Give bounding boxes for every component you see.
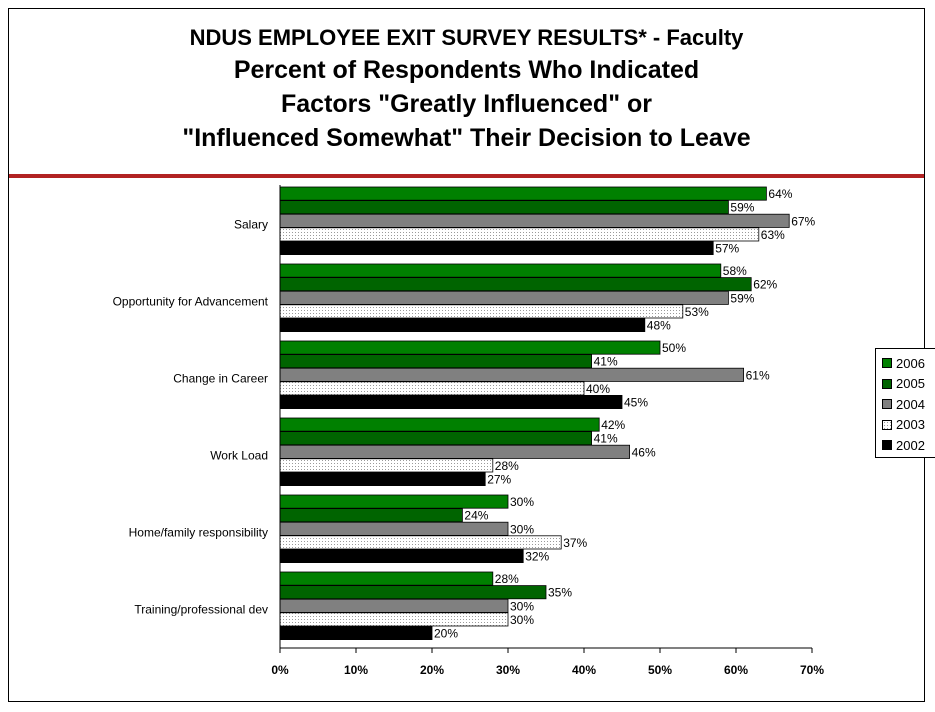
x-tick-label-50: 50%: [648, 663, 672, 677]
x-tick-label-30: 30%: [496, 663, 520, 677]
data-label-opportunity-for-advancement-2005: 62%: [753, 278, 777, 292]
legend-label-2005: 2005: [896, 376, 925, 392]
x-tick-label-0: 0%: [271, 663, 289, 677]
bar-training-professional-dev-2006: [279, 571, 494, 586]
bar-home-family-responsibility-2003: [279, 535, 562, 550]
category-label-salary: Salary: [234, 218, 268, 232]
legend-label-2003: 2003: [896, 417, 925, 433]
bar-salary-2006: [279, 186, 767, 201]
data-label-change-in-career-2005: 41%: [594, 355, 618, 369]
data-label-change-in-career-2002: 45%: [624, 396, 648, 410]
title-line-4: "Influenced Somewhat" Their Decision to …: [182, 124, 751, 152]
bar-change-in-career-2002: [279, 394, 623, 409]
legend-swatch-2006: [882, 358, 892, 369]
legend-item-2004: 2004: [882, 394, 935, 415]
bar-home-family-responsibility-2006: [279, 494, 509, 509]
data-label-opportunity-for-advancement-2003: 53%: [685, 305, 709, 319]
bar-work-load-2003: [279, 458, 494, 473]
category-label-training-professional-dev: Training/professional dev: [134, 603, 268, 617]
bar-opportunity-for-advancement-2006: [279, 263, 722, 278]
data-label-change-in-career-2006: 50%: [662, 341, 686, 355]
bar-salary-2004: [279, 213, 790, 228]
bar-salary-2005: [279, 200, 729, 215]
x-tick-label-20: 20%: [420, 663, 444, 677]
data-label-salary-2006: 64%: [768, 187, 792, 201]
legend-swatch-2002: [882, 440, 892, 451]
legend-item-2005: 2005: [882, 374, 935, 395]
data-label-salary-2004: 67%: [791, 214, 815, 228]
data-label-home-family-responsibility-2004: 30%: [510, 522, 534, 536]
legend-label-2006: 2006: [896, 355, 925, 371]
data-label-salary-2005: 59%: [730, 201, 754, 215]
data-label-training-professional-dev-2002: 20%: [434, 627, 458, 641]
bar-change-in-career-2003: [279, 381, 585, 396]
bar-opportunity-for-advancement-2002: [279, 317, 646, 332]
category-label-work-load: Work Load: [210, 449, 268, 463]
data-label-opportunity-for-advancement-2006: 58%: [723, 264, 747, 278]
x-tick-label-40: 40%: [572, 663, 596, 677]
data-label-work-load-2002: 27%: [487, 473, 511, 487]
data-label-home-family-responsibility-2002: 32%: [525, 550, 549, 564]
x-tick-label-10: 10%: [344, 663, 368, 677]
legend-item-2002: 2002: [882, 435, 935, 456]
data-label-home-family-responsibility-2005: 24%: [464, 509, 488, 523]
legend-swatch-2005: [882, 378, 892, 389]
bar-change-in-career-2005: [279, 354, 593, 369]
x-tick-label-70: 70%: [800, 663, 824, 677]
bar-opportunity-for-advancement-2003: [279, 304, 684, 319]
bars-layer: 64%59%67%63%57%58%62%59%53%48%50%41%61%4…: [279, 186, 816, 641]
data-label-training-professional-dev-2003: 30%: [510, 613, 534, 627]
axes-layer: Salary Opportunity for Advancement Change …: [113, 185, 824, 677]
bar-salary-2002: [279, 240, 714, 255]
data-label-home-family-responsibility-2003: 37%: [563, 536, 587, 550]
bar-opportunity-for-advancement-2004: [279, 290, 729, 305]
chart-title: NDUS EMPLOYEE EXIT SURVEY RESULTS* - Fac…: [9, 23, 924, 155]
bar-training-professional-dev-2003: [279, 612, 509, 627]
bar-work-load-2004: [279, 444, 631, 459]
legend-item-2003: 2003: [882, 415, 935, 436]
bar-salary-2003: [279, 227, 760, 242]
bar-work-load-2002: [279, 471, 486, 486]
bar-change-in-career-2006: [279, 340, 661, 355]
data-label-work-load-2004: 46%: [632, 445, 656, 459]
category-label-opportunity-for-advancement: Opportunity for Advancement: [113, 295, 269, 309]
data-label-home-family-responsibility-2006: 30%: [510, 495, 534, 509]
data-label-training-professional-dev-2004: 30%: [510, 599, 534, 613]
category-label-change-in-career: Change in Career: [173, 372, 268, 386]
data-label-work-load-2005: 41%: [594, 432, 618, 446]
title-line-2: Percent of Respondents Who Indicated: [233, 56, 700, 84]
legend-label-2002: 2002: [896, 437, 925, 453]
bar-home-family-responsibility-2004: [279, 521, 509, 536]
category-label-home-family-responsibility: Home/family responsibility: [129, 526, 268, 540]
bar-training-professional-dev-2002: [279, 626, 433, 641]
data-label-work-load-2003: 28%: [495, 459, 519, 473]
data-label-change-in-career-2003: 40%: [586, 382, 610, 396]
bar-home-family-responsibility-2005: [279, 508, 463, 523]
bar-opportunity-for-advancement-2005: [279, 277, 752, 292]
x-tick-label-60: 60%: [724, 663, 748, 677]
bar-change-in-career-2004: [279, 367, 745, 382]
chart-legend: 2006 2005 2004 2003 2002: [875, 348, 935, 458]
data-label-salary-2002: 57%: [715, 242, 739, 256]
bar-training-professional-dev-2004: [279, 598, 509, 613]
bar-home-family-responsibility-2002: [279, 549, 524, 564]
data-label-training-professional-dev-2005: 35%: [548, 586, 572, 600]
title-line-3: Factors "Greatly Influenced" or: [280, 90, 653, 118]
legend-label-2004: 2004: [896, 396, 925, 412]
data-label-training-professional-dev-2006: 28%: [495, 572, 519, 586]
data-label-salary-2003: 63%: [761, 228, 785, 242]
title-line-1: NDUS EMPLOYEE EXIT SURVEY RESULTS* - Fac…: [189, 25, 744, 50]
data-label-change-in-career-2004: 61%: [746, 368, 770, 382]
bar-work-load-2006: [279, 417, 600, 432]
bar-training-professional-dev-2005: [279, 585, 547, 600]
data-label-opportunity-for-advancement-2004: 59%: [730, 291, 754, 305]
legend-item-2006: 2006: [882, 353, 935, 374]
data-label-work-load-2006: 42%: [601, 418, 625, 432]
data-label-opportunity-for-advancement-2002: 48%: [647, 319, 671, 333]
title-divider: [9, 174, 924, 178]
legend-swatch-2004: [882, 399, 892, 410]
bar-work-load-2005: [279, 431, 593, 446]
legend-swatch-2003: [882, 419, 892, 430]
